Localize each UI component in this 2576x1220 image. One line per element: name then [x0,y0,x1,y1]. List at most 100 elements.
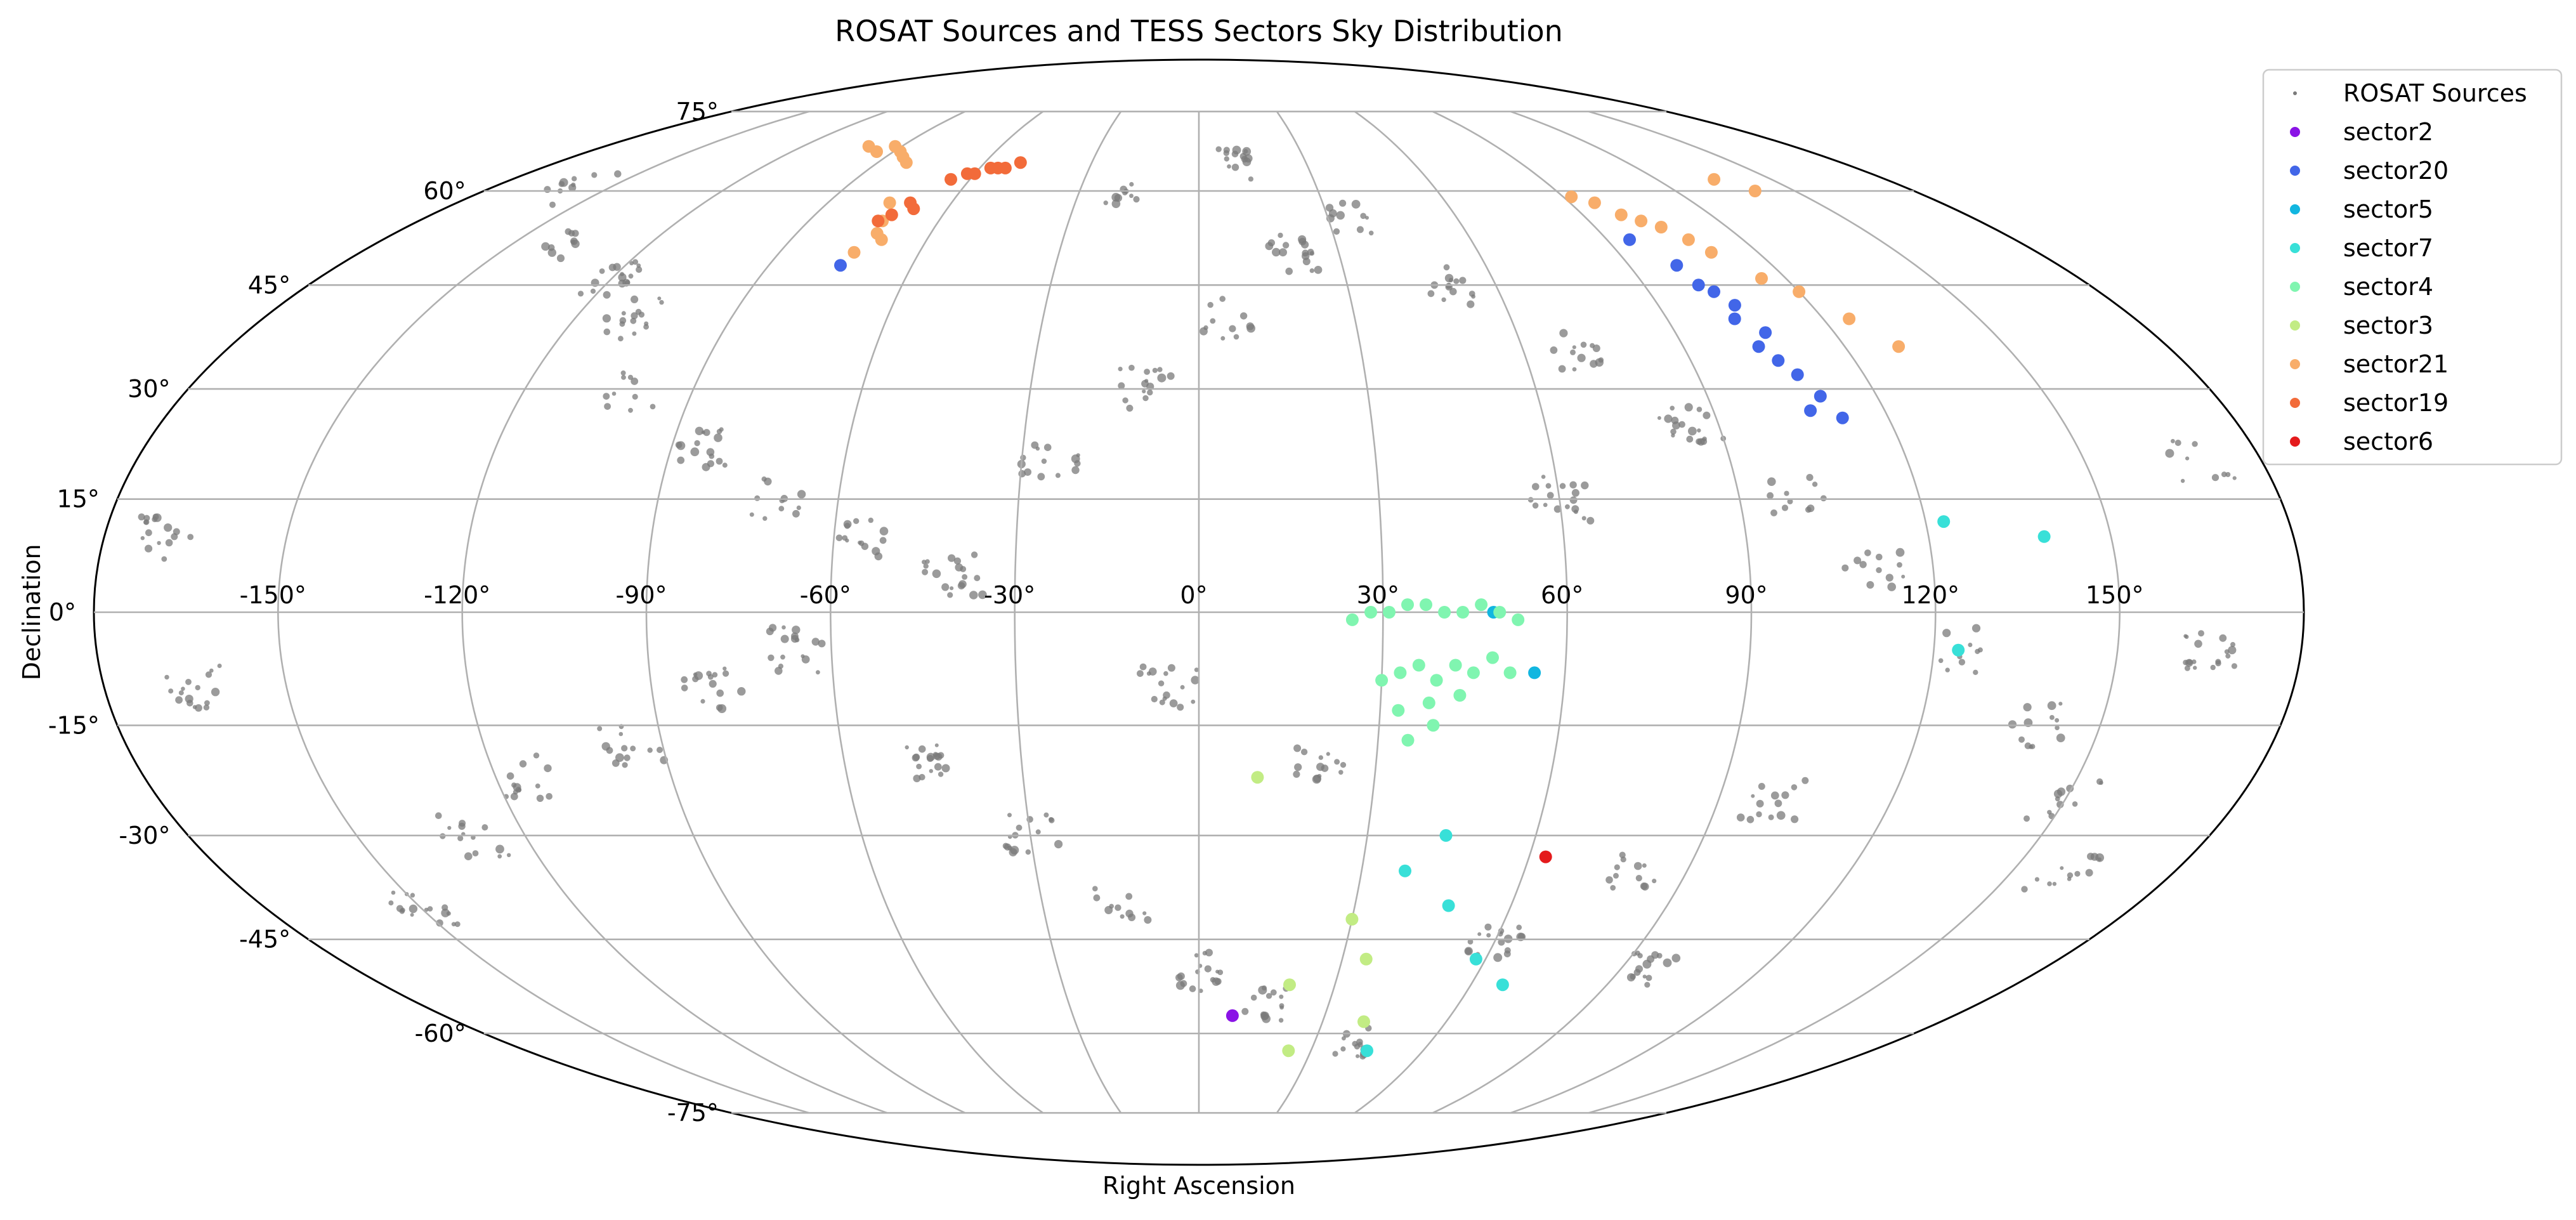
rosat-source-point [1356,226,1364,233]
rosat-source-point [1895,548,1905,557]
sector19-point [1014,156,1027,169]
rosat-source-cluster [1626,950,1681,988]
sector20-point [1804,404,1817,417]
rosat-source-point [1897,562,1902,568]
rosat-source-point [722,666,727,671]
rosat-source-point [2060,866,2064,870]
rosat-source-point [1774,799,1782,808]
legend-marker [2290,359,2300,369]
rosat-source-point [618,336,624,342]
rosat-source-point [630,745,636,752]
sector7-point [1952,643,1965,657]
legend-item: sector3 [2290,312,2433,339]
legend-marker [2290,243,2300,253]
rosat-source-point [2171,438,2175,443]
rosat-source-point [657,296,662,301]
rosat-source-point [858,540,865,546]
rosat-source-point [1125,893,1133,900]
rosat-source-point [517,788,521,792]
rosat-source-point [590,288,596,294]
rosat-source-point [1223,150,1230,156]
series-sector2 [1226,1009,1239,1022]
rosat-source-point [1467,300,1475,308]
rosat-source-point [1781,791,1789,799]
rosat-source-point [918,745,926,753]
rosat-source-point [716,457,723,465]
legend-item: sector5 [2290,195,2433,223]
rosat-source-point [1558,365,1566,373]
rosat-source-point [912,754,920,762]
sector7-point [1361,1044,1373,1058]
x-tick-label: 30° [1357,581,1399,609]
rosat-source-point [1532,483,1540,490]
rosat-source-point [409,904,418,914]
rosat-source-point [620,272,624,277]
rosat-source-point [2224,649,2230,655]
rosat-source-point [749,512,754,517]
rosat-source-point [1859,561,1867,568]
rosat-source-point [801,655,810,664]
rosat-source-point [1227,164,1231,169]
rosat-source-point [1167,664,1175,672]
series-sector4 [1345,598,1525,747]
rosat-source-point [938,771,944,777]
rosat-source-cluster [2165,438,2237,483]
sector19-point [872,214,885,228]
rosat-source-point [1791,784,1798,790]
rosat-source-point [677,456,685,464]
rosat-source-point [1169,699,1178,707]
rosat-source-point [1812,482,1818,487]
rosat-source-point [2050,715,2055,720]
sector3-point [1357,1015,1370,1028]
sector4-point [1420,598,1432,612]
rosat-source-point [629,261,634,266]
rosat-source-point [1340,1046,1346,1052]
rosat-source-point [597,726,603,731]
rosat-source-point [1159,699,1165,705]
legend-label: sector7 [2343,234,2433,262]
rosat-source-point [1671,433,1675,438]
rosat-source-point [1074,460,1081,467]
rosat-source-point [1009,848,1017,856]
sector3-point [1345,912,1359,926]
rosat-source-point [1004,843,1011,851]
rosat-source-point [1703,411,1711,419]
rosat-source-point [1664,414,1673,423]
rosat-source-point [1876,567,1882,574]
sector21-point [847,246,861,259]
rosat-source-cluster [1241,985,1290,1023]
rosat-source-point [926,755,934,762]
sector21-point [1748,185,1762,197]
meridian-gridline [277,110,810,1114]
rosat-source-point [1278,232,1283,239]
x-axis-label: Right Ascension [1102,1172,1295,1200]
sector20-point [1692,279,1705,292]
legend-label: sector2 [2343,118,2433,146]
rosat-source-point [1279,1005,1284,1010]
legend-item: sector2 [2290,118,2433,146]
sector19-point [885,208,898,221]
sector4-point [1394,666,1407,679]
rosat-source-point [535,784,540,789]
rosat-source-point [168,688,174,694]
rosat-source-point [1189,985,1196,992]
rosat-source-point [628,407,633,413]
rosat-source-point [737,687,746,696]
rosat-source-point [2056,787,2066,796]
rosat-source-point [388,900,394,906]
y-tick-label: 30° [127,375,170,403]
meridian-gridline [830,110,1044,1114]
rosat-source-point [1767,477,1776,486]
rosat-source-point [2008,720,2017,729]
sector20-point [1772,354,1785,367]
rosat-source-point [1805,506,1812,513]
rosat-source-point [165,539,173,547]
rosat-source-point [1129,181,1134,187]
rosat-source-cluster [1215,145,1253,182]
rosat-source-point [1758,783,1765,790]
rosat-source-point [644,321,649,326]
rosat-source-point [1684,403,1693,412]
rosat-source-point [1250,994,1257,1001]
rosat-source-point [694,440,700,447]
rosat-source-point [1007,813,1012,818]
